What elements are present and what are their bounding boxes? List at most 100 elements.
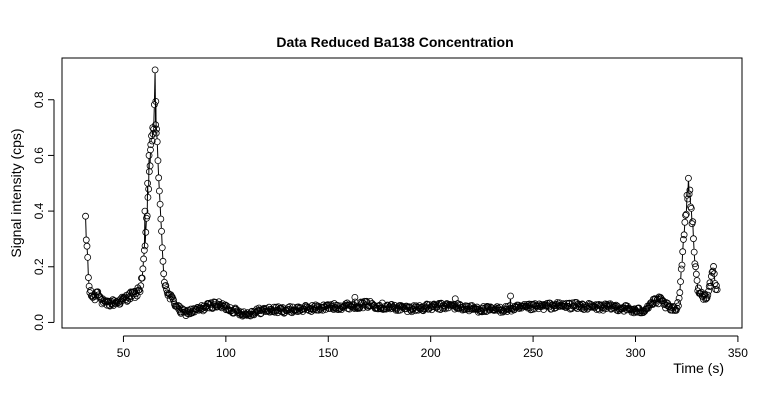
data-point — [421, 305, 429, 312]
data-point — [669, 306, 677, 314]
data-point — [145, 185, 153, 193]
data-point — [618, 305, 626, 313]
data-point — [153, 125, 160, 133]
data-point — [492, 304, 500, 312]
data-point — [85, 282, 93, 290]
data-point — [704, 291, 712, 299]
data-point — [152, 129, 160, 137]
data-point — [647, 299, 655, 306]
data-point — [428, 306, 436, 314]
data-point — [157, 215, 165, 223]
y-tick-label: 0.6 — [32, 147, 46, 164]
data-point — [576, 300, 583, 308]
x-axis: 50 100 150 200 250 300 350 — [117, 335, 748, 360]
data-point — [678, 261, 686, 269]
data-point — [286, 303, 294, 310]
data-point — [710, 270, 718, 278]
data-point — [162, 282, 170, 289]
data-point — [163, 289, 171, 297]
data-point — [140, 255, 148, 263]
data-point — [354, 303, 362, 311]
data-point — [161, 278, 168, 286]
data-point — [675, 302, 682, 310]
data-point — [296, 307, 304, 315]
data-point — [144, 193, 152, 201]
data-point — [509, 305, 517, 312]
data-point — [84, 253, 92, 261]
y-axis: 0.0 0.2 0.4 0.6 0.8 — [32, 91, 55, 331]
data-point — [680, 236, 687, 243]
data-point — [659, 296, 667, 304]
data-point — [685, 174, 692, 182]
data-point — [706, 279, 714, 287]
data-point — [160, 270, 168, 278]
data-point — [138, 274, 146, 282]
data-point — [82, 236, 90, 244]
data-point — [152, 121, 160, 129]
data-point — [327, 304, 335, 312]
data-point — [223, 302, 231, 310]
data-point — [131, 294, 139, 302]
x-tick-label: 350 — [728, 346, 748, 360]
data-point — [103, 301, 111, 309]
data-point — [150, 101, 158, 109]
data-point — [152, 97, 160, 105]
data-point — [215, 298, 223, 306]
data-point — [703, 294, 711, 302]
y-tick-label: 0.4 — [32, 202, 46, 219]
data-point — [691, 260, 699, 268]
data-point — [480, 308, 488, 315]
data-point — [143, 212, 151, 220]
data-point — [137, 282, 145, 290]
series-segment — [85, 219, 87, 237]
data-point — [140, 246, 148, 254]
data-point — [158, 227, 165, 235]
data-point — [692, 270, 700, 278]
data-point — [82, 212, 89, 220]
data-point — [147, 141, 155, 149]
data-point — [676, 289, 684, 296]
data-point — [713, 286, 721, 294]
data-point — [147, 146, 154, 154]
data-point — [237, 308, 245, 316]
y-axis-label: Signal intensity (cps) — [8, 128, 24, 257]
data-point — [151, 66, 159, 74]
x-tick-label: 50 — [117, 346, 131, 360]
data-point — [690, 248, 698, 256]
data-point — [687, 205, 695, 212]
data-point — [692, 263, 700, 271]
data-point — [158, 244, 166, 252]
data-point — [435, 300, 443, 307]
data-point — [271, 308, 279, 316]
x-tick-label: 250 — [523, 346, 543, 360]
data-point — [682, 210, 690, 218]
data-point — [710, 263, 717, 270]
data-point — [677, 278, 684, 285]
data-point — [141, 242, 149, 250]
data-point — [682, 211, 689, 219]
y-tick-label: 0.8 — [32, 91, 46, 108]
data-point — [702, 295, 710, 303]
data-point — [690, 235, 697, 243]
data-point — [209, 305, 216, 312]
y-tick-label: 0.0 — [32, 314, 46, 331]
data-point — [681, 218, 689, 226]
series-points — [82, 66, 721, 320]
data-point — [155, 174, 163, 182]
data-point — [493, 303, 501, 311]
chart-title: Data Reduced Ba138 Concentration — [276, 34, 513, 50]
data-point — [124, 296, 132, 304]
data-point — [153, 138, 161, 146]
data-point — [174, 301, 182, 309]
data-point — [144, 179, 152, 187]
data-point — [199, 304, 206, 312]
data-point — [206, 304, 213, 312]
data-point — [83, 242, 91, 250]
data-point — [686, 186, 694, 194]
x-tick-label: 200 — [421, 346, 441, 360]
data-point — [352, 303, 360, 311]
data-point — [680, 231, 688, 239]
data-point — [159, 257, 167, 265]
data-point — [702, 295, 710, 303]
